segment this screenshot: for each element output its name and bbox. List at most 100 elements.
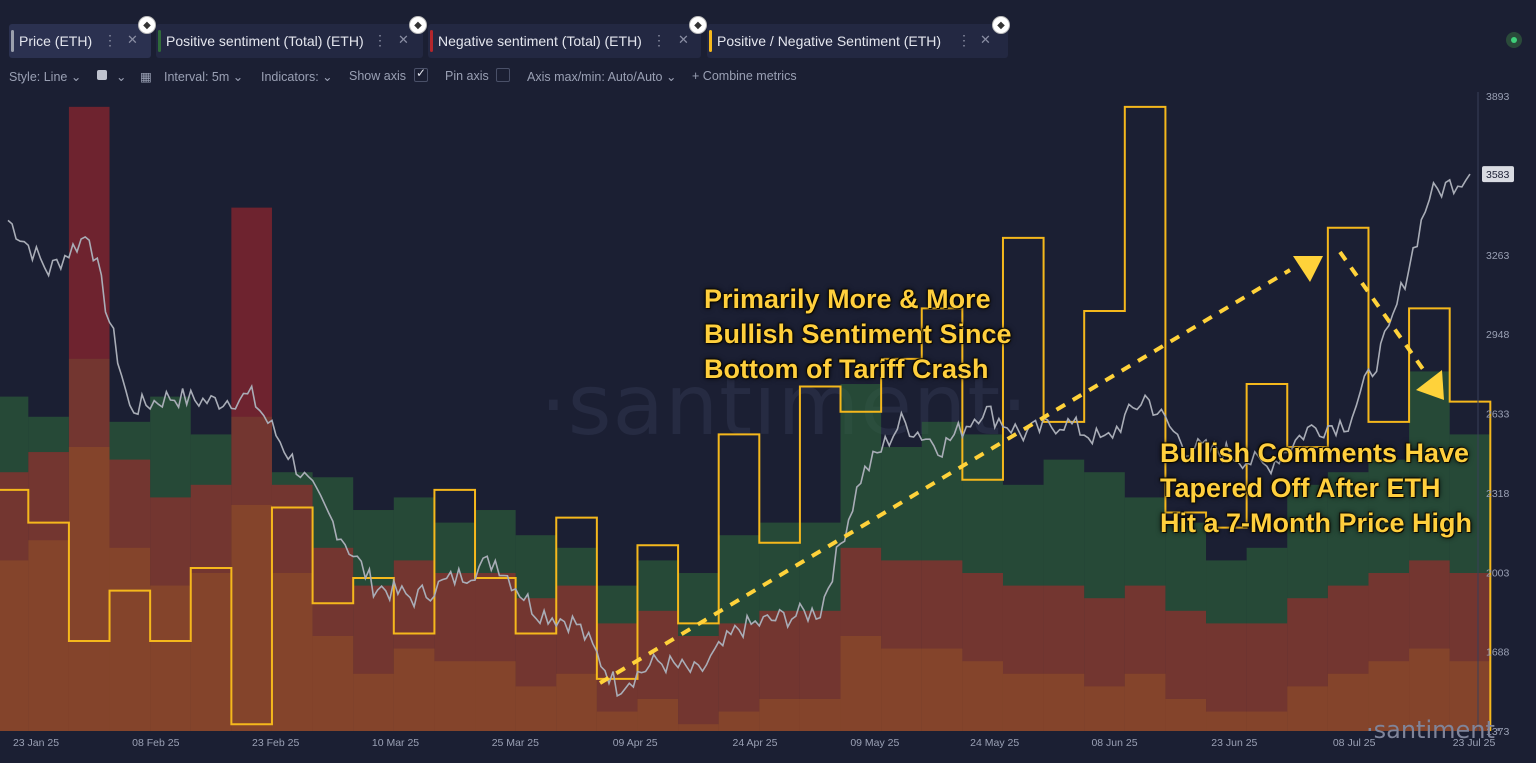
more-icon[interactable]: ⋮	[373, 32, 387, 48]
indicators-dropdown[interactable]: Indicators: ⌄	[261, 69, 333, 84]
x-tick-label: 08 Feb 25	[132, 737, 179, 749]
base-sentiment-bar	[109, 547, 151, 731]
base-sentiment-bar	[1043, 673, 1085, 731]
y-tick-label: 2318	[1486, 488, 1510, 500]
base-sentiment-bar	[515, 686, 557, 731]
x-tick-label: 23 Jul 25	[1453, 737, 1496, 749]
base-sentiment-bar	[271, 573, 313, 731]
tab-price[interactable]: Price (ETH) ⋮ ✕ ◆	[9, 16, 156, 58]
annotation-left: Primarily More & More Bullish Sentiment …	[704, 282, 1012, 387]
base-sentiment-bar	[0, 560, 29, 731]
more-icon[interactable]: ⋮	[652, 32, 666, 48]
base-sentiment-bar	[596, 711, 638, 731]
tab-price-label: Price (ETH)	[19, 33, 93, 49]
color-swatch[interactable]	[97, 70, 107, 80]
chevron-down-icon: ⌄	[665, 70, 677, 84]
eth-icon: ◆	[138, 16, 156, 34]
chevron-down-icon: ⌄	[70, 70, 82, 84]
base-sentiment-bar	[434, 661, 476, 731]
color-dropdown-chevron-icon[interactable]: ⌄	[116, 70, 127, 84]
annotation-right-line-3: Hit a 7-Month Price High	[1160, 508, 1473, 538]
x-tick-label: 24 Apr 25	[733, 737, 778, 749]
pin-axis-checkbox[interactable]	[496, 68, 510, 82]
metric-tabs: Price (ETH) ⋮ ✕ ◆ Positive sentiment (To…	[0, 0, 1536, 60]
base-sentiment-bar	[759, 698, 800, 731]
base-sentiment-bar	[799, 698, 841, 731]
close-icon[interactable]: ✕	[127, 32, 138, 47]
axis-maxmin-dropdown[interactable]: Axis max/min: Auto/Auto ⌄	[527, 69, 676, 84]
price-line	[7, 173, 1471, 698]
base-sentiment-bar	[1449, 661, 1491, 731]
calendar-icon[interactable]: ▦	[140, 70, 152, 84]
annotation-left-line-1: Primarily More & More	[704, 284, 991, 314]
annotation-right-line-2: Tapered Off After ETH	[1160, 473, 1441, 503]
annotation-left-line-2: Bullish Sentiment Since	[704, 319, 1012, 349]
base-sentiment-bar	[231, 504, 272, 731]
tab-negative-color	[430, 30, 433, 52]
annotation-right: Bullish Comments Have Tapered Off After …	[1160, 436, 1472, 541]
eth-icon: ◆	[689, 16, 707, 34]
close-icon[interactable]: ✕	[980, 32, 991, 47]
base-sentiment-bar	[556, 673, 597, 731]
combine-metrics-button[interactable]: + Combine metrics	[692, 69, 797, 83]
y-tick-label: 2633	[1486, 409, 1510, 421]
x-tick-label: 10 Mar 25	[372, 737, 419, 749]
tab-negative-sentiment[interactable]: Negative sentiment (Total) (ETH) ⋮ ✕ ◆	[428, 16, 707, 58]
style-dropdown[interactable]: Style: Line ⌄	[9, 69, 81, 84]
tab-posneg-color	[709, 30, 712, 52]
base-sentiment-bar	[1409, 648, 1450, 731]
base-sentiment-bar	[840, 636, 882, 731]
eth-icon: ◆	[992, 16, 1010, 34]
base-sentiment-bar	[150, 585, 191, 731]
annotation-right-line-1: Bullish Comments Have	[1160, 438, 1470, 468]
base-sentiment-bar	[393, 648, 435, 731]
x-tick-label: 23 Feb 25	[252, 737, 299, 749]
base-sentiment-bar	[1124, 673, 1166, 731]
y-tick-label: 2948	[1486, 329, 1510, 341]
show-axis-checkbox[interactable]	[414, 66, 428, 82]
interval-label: Interval: 5m	[164, 70, 230, 84]
chevron-down-icon: ⌄	[322, 70, 333, 84]
tab-pos-neg-sentiment[interactable]: Positive / Negative Sentiment (ETH) ⋮ ✕ …	[707, 16, 1010, 58]
x-tick-label: 09 Apr 25	[613, 737, 658, 749]
watermark-small: ·santiment·	[1366, 716, 1503, 744]
y-axis: 1373168820032318263329483263358338933583	[1477, 91, 1514, 738]
show-axis-label: Show axis	[349, 69, 406, 83]
base-sentiment-bar	[678, 724, 719, 731]
base-sentiment-bar	[921, 648, 963, 731]
annotation-left-line-3: Bottom of Tariff Crash	[704, 354, 989, 384]
base-sentiment-bar	[718, 711, 760, 731]
tab-posneg-label: Positive / Negative Sentiment (ETH)	[717, 33, 942, 49]
pin-axis-label: Pin axis	[445, 69, 489, 83]
base-sentiment-bar	[1368, 661, 1410, 731]
more-icon[interactable]: ⋮	[957, 32, 971, 48]
eth-icon: ◆	[409, 16, 427, 34]
base-sentiment-bar	[68, 447, 110, 731]
close-icon[interactable]: ✕	[678, 32, 689, 47]
arrow-head-icon	[1293, 256, 1323, 282]
base-sentiment-bar	[1287, 686, 1328, 731]
interval-dropdown[interactable]: Interval: 5m ⌄	[164, 69, 243, 84]
x-tick-label: 08 Jun 25	[1091, 737, 1137, 749]
more-icon[interactable]: ⋮	[103, 32, 117, 48]
base-sentiment-bar	[637, 698, 679, 731]
x-tick-label: 08 Jul 25	[1333, 737, 1376, 749]
base-sentiment-bar	[1246, 711, 1288, 731]
chart-toolbar: Style: Line ⌄ ⌄ ▦ Interval: 5m ⌄ Indicat…	[0, 64, 1536, 88]
x-tick-label: 25 Mar 25	[492, 737, 539, 749]
base-sentiment-bar	[28, 540, 69, 731]
y-tick-label: 1688	[1486, 647, 1510, 659]
tab-negative-label: Negative sentiment (Total) (ETH)	[438, 33, 642, 49]
base-sentiment-bar	[1002, 673, 1044, 731]
x-tick-label: 24 May 25	[970, 737, 1019, 749]
close-icon[interactable]: ✕	[398, 32, 409, 47]
current-price-tag	[1482, 166, 1514, 183]
base-sentiment-bar	[1206, 711, 1247, 731]
arrow-head-icon	[1416, 370, 1444, 400]
tab-positive-sentiment[interactable]: Positive sentiment (Total) (ETH) ⋮ ✕ ◆	[156, 16, 427, 58]
annotation-arrows	[598, 250, 1444, 685]
x-tick-label: 23 Jan 25	[13, 737, 59, 749]
axis-maxmin-label: Axis max/min: Auto/Auto	[527, 70, 663, 84]
combine-label: Combine metrics	[702, 69, 797, 83]
y-tick-label: 3263	[1486, 250, 1510, 262]
